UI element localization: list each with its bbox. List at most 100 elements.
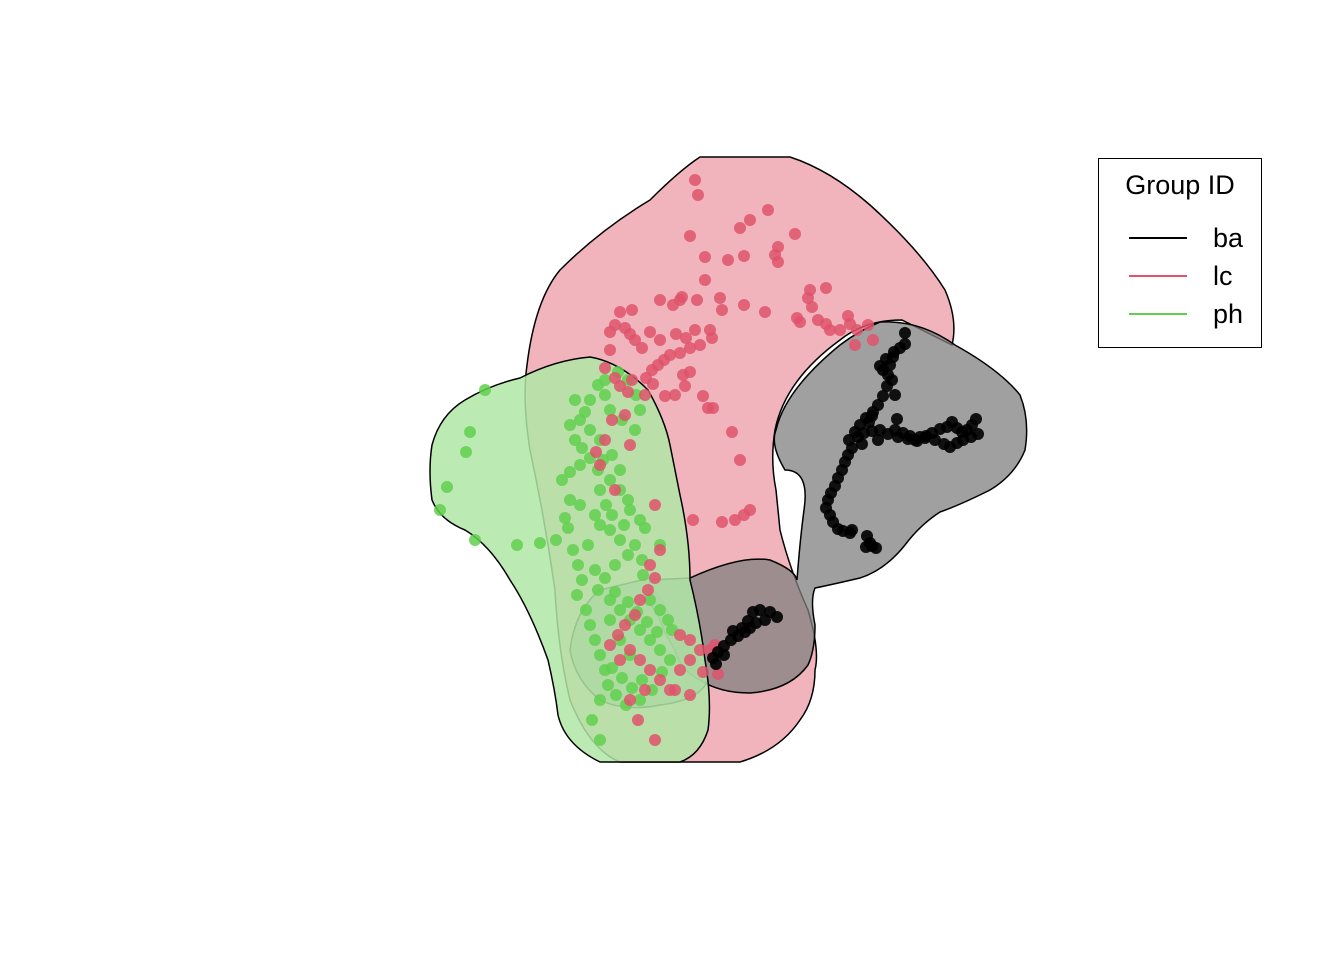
hull-ba [647,321,1028,694]
point-lc-15 [820,282,832,294]
point-ph-72 [629,424,641,436]
legend-line-lc [1129,275,1187,277]
point-ph-73 [634,404,646,416]
point-ph-5 [469,534,481,546]
point-lc-100 [612,629,624,641]
point-ba-54 [929,434,941,446]
point-ba-92 [747,606,759,618]
point-lc-97 [634,594,646,606]
point-lc-12 [769,249,781,261]
point-lc-77 [734,454,746,466]
point-ph-81 [594,484,606,496]
point-ph-12 [567,544,579,556]
point-ph-4 [434,504,446,516]
legend-label-ph: ph [1213,299,1244,329]
point-lc-99 [619,619,631,631]
point-ba-47 [970,413,982,425]
point-lc-25 [716,304,728,316]
point-ph-61 [564,419,576,431]
point-ph-40 [614,604,626,616]
point-lc-5 [789,228,801,240]
legend-title: Group ID [1125,170,1235,200]
point-ph-18 [589,634,601,646]
point-lc-46 [629,334,641,346]
point-ba-93 [742,615,754,627]
point-ph-35 [622,549,634,561]
point-ba-58 [892,431,904,443]
point-ph-6 [511,539,523,551]
point-ba-68 [891,413,903,425]
point-ph-8 [550,534,562,546]
point-ph-101 [634,694,646,706]
point-lc-16 [802,292,814,304]
point-lc-104 [634,654,646,666]
point-ph-70 [604,404,616,416]
point-lc-50 [680,332,692,344]
point-lc-86 [599,434,611,446]
point-lc-76 [726,426,738,438]
point-ba-89 [718,649,730,661]
point-lc-79 [716,516,728,528]
point-ph-2 [460,446,472,458]
point-ph-11 [562,522,574,534]
point-lc-71 [669,389,681,401]
point-lc-19 [676,291,688,303]
point-lc-56 [674,347,686,359]
point-lc-64 [684,366,696,378]
point-ba-91 [727,625,739,637]
point-lc-43 [604,326,616,338]
point-lc-13 [699,274,711,286]
point-lc-95 [649,572,661,584]
point-lc-96 [642,584,654,596]
point-ph-102 [574,499,586,511]
point-lc-21 [614,306,626,318]
point-lc-103 [624,644,636,656]
point-ph-38 [592,584,604,596]
point-ph-1 [464,426,476,438]
point-lc-80 [729,514,741,526]
point-lc-83 [609,484,621,496]
point-lc-66 [599,362,611,374]
point-ph-45 [664,654,676,666]
point-lc-110 [694,644,706,656]
point-lc-65 [604,344,616,356]
point-lc-37 [851,324,863,336]
point-lc-94 [644,559,656,571]
point-lc-69 [622,386,634,398]
point-lc-6 [684,230,696,242]
point-ph-27 [604,474,616,486]
point-ba-64 [856,438,868,450]
point-lc-10 [722,254,734,266]
point-ph-99 [610,689,622,701]
point-lc-89 [626,374,638,386]
point-ph-7 [534,537,546,549]
point-lc-22 [626,304,638,316]
point-lc-72 [679,380,691,392]
point-lc-106 [654,674,666,686]
point-lc-101 [604,639,616,651]
point-ph-19 [594,649,606,661]
point-lc-26 [738,299,750,311]
point-lc-70 [659,390,671,402]
point-ba-66 [886,374,898,386]
point-lc-108 [674,664,686,676]
point-lc-122 [624,694,636,706]
point-lc-109 [684,654,696,666]
point-lc-3 [744,214,756,226]
point-ba-75 [872,434,884,446]
point-ph-15 [571,589,583,601]
point-ph-89 [651,626,663,638]
point-ph-32 [594,519,606,531]
point-lc-93 [654,544,666,556]
point-lc-23 [691,294,703,306]
point-lc-34 [834,324,846,336]
point-ba-6 [877,390,889,402]
point-ph-103 [582,539,594,551]
point-ph-90 [604,614,616,626]
point-lc-0 [689,174,701,186]
point-ph-16 [580,604,592,616]
point-ph-84 [629,539,641,551]
point-lc-47 [636,342,648,354]
point-ph-22 [594,694,606,706]
point-ph-10 [559,512,571,524]
